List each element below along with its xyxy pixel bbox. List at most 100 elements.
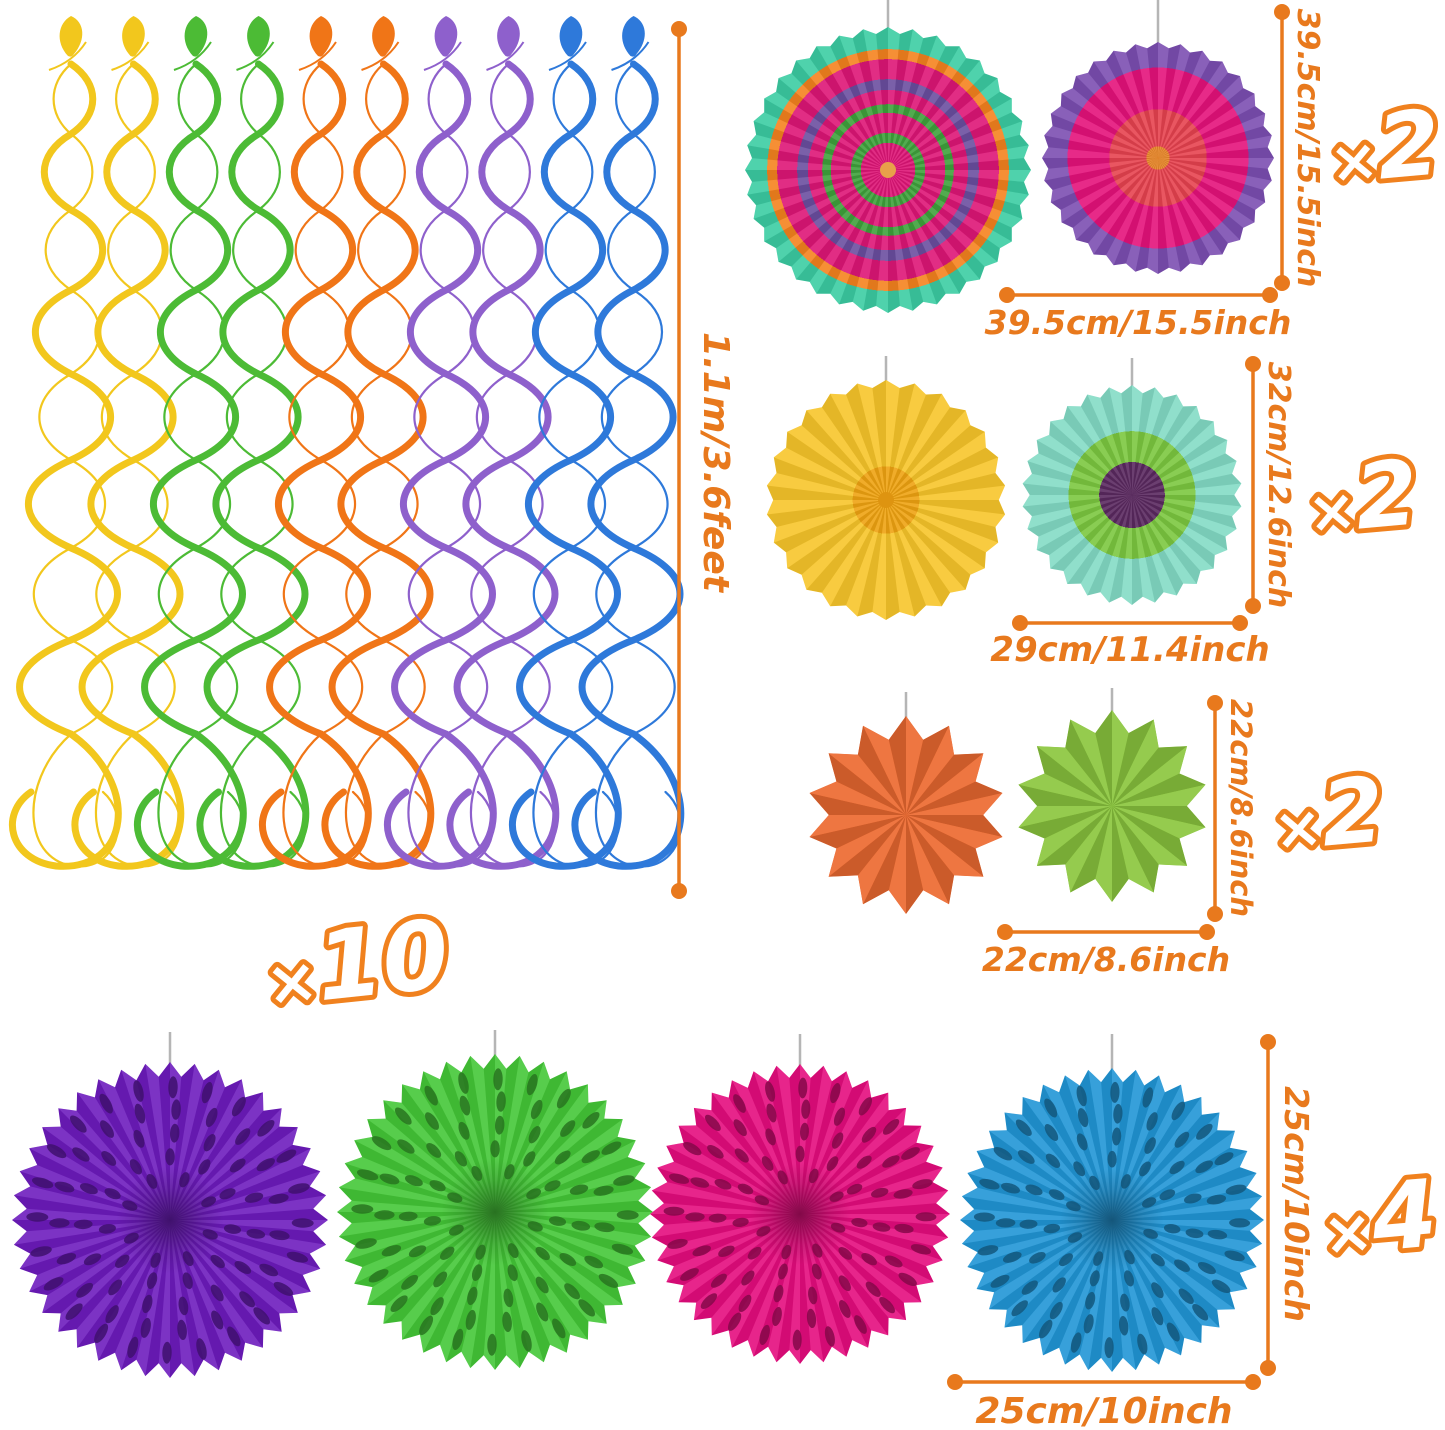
- fan-pleats: [766, 380, 1006, 620]
- row4-height-label: 25cm/10inch: [1277, 1086, 1316, 1322]
- count-number: 2: [1317, 757, 1389, 867]
- dimension-endpoint-dot: [1260, 1360, 1276, 1376]
- honeycomb-fan-magenta: [650, 1034, 950, 1364]
- swirl-ribbon-back: [594, 62, 682, 868]
- fan-pleats: [960, 1068, 1264, 1372]
- fan-pleats: [809, 716, 1003, 914]
- dimension-endpoint-dot: [1245, 598, 1261, 614]
- swirl-length-label: 1.1m/3.6feet: [695, 332, 736, 594]
- dimension-endpoint-dot: [1245, 356, 1261, 372]
- fan-center-hub: [878, 492, 894, 508]
- dim-row2-vertical: 32cm/12.6inch: [1245, 356, 1296, 614]
- swirl-top-leaf: [309, 16, 333, 57]
- swirl-top-leaf: [622, 16, 645, 57]
- count-number: 10: [311, 900, 454, 1023]
- swirl-top-leaf: [59, 16, 83, 57]
- row2-width-label: 29cm/11.4inch: [990, 630, 1269, 670]
- swirl-ribbon-front: [321, 60, 435, 870]
- times-sign: ×: [1305, 475, 1359, 547]
- row3-height-label: 22cm/8.6inch: [1224, 699, 1258, 917]
- dim-row1-horizontal: 39.5cm/15.5inch: [985, 287, 1292, 342]
- hanging-swirl-7: [384, 16, 497, 870]
- swirl-ribbon-front: [196, 60, 310, 870]
- swirl-ribbon-front: [71, 60, 185, 870]
- times-sign: ×: [1327, 125, 1381, 197]
- swirl-ribbon-front: [384, 60, 497, 870]
- fan-pleats: [650, 1064, 950, 1364]
- row3-count-badge: ×2: [1268, 757, 1388, 871]
- count-labels: ×10 ×2 ×2 ×2 ×4: [257, 85, 1445, 1277]
- dim-row3-vertical: 22cm/8.6inch: [1207, 695, 1258, 922]
- hanging-swirl-4: [196, 16, 310, 870]
- dimension-endpoint-dot: [1245, 1374, 1261, 1390]
- row1-count-badge: ×2: [1324, 90, 1444, 204]
- count-number: 2: [1351, 440, 1423, 550]
- row1-height-label: 39.5cm/15.5inch: [1290, 9, 1325, 288]
- fan-pleats: [12, 1062, 328, 1378]
- swirl-ribbon-front: [446, 60, 560, 870]
- hanging-swirl-1: [9, 16, 122, 870]
- fan-disc: [1022, 385, 1242, 605]
- dim-row4-vertical: 25cm/10inch: [1260, 1034, 1316, 1376]
- swirl-hook-line: [48, 41, 87, 71]
- swirl-top-leaf: [434, 16, 458, 57]
- paper-fans-group: [12, 0, 1274, 1378]
- swirl-top-leaf: [247, 16, 270, 57]
- fiesta-fan-multicolor: [745, 0, 1031, 313]
- swirl-ribbon-front: [9, 60, 122, 870]
- dimension-endpoint-dot: [999, 287, 1015, 303]
- hanging-swirl-2: [71, 16, 185, 870]
- count-number: 2: [1373, 90, 1445, 200]
- dimension-endpoint-dot: [1207, 906, 1223, 922]
- swirl-top-leaf: [372, 16, 395, 57]
- hanging-swirl-9: [509, 16, 622, 870]
- swirl-top-leaf: [497, 16, 520, 57]
- dimension-annotations: 1.1m/3.6feet 39.5cm/15.5inch 39.5cm/15.5…: [671, 4, 1325, 1430]
- swirl-hook-line: [173, 41, 212, 71]
- dimension-endpoint-dot: [1274, 275, 1290, 291]
- dim-row2-horizontal: 29cm/11.4inch: [990, 615, 1270, 670]
- honeycomb-fan-green: [337, 1030, 653, 1370]
- hanging-swirl-3: [134, 16, 247, 870]
- dimension-endpoint-dot: [1199, 924, 1215, 940]
- fan-pleats: [745, 27, 1031, 313]
- swirl-hook-line: [236, 41, 275, 71]
- swirl-hook-line: [423, 41, 462, 71]
- dim-row1-vertical: 39.5cm/15.5inch: [1274, 4, 1325, 291]
- swirl-ribbon-front: [134, 60, 247, 870]
- paper-fan-orange: [809, 692, 1003, 914]
- fan-pleats: [1022, 385, 1242, 605]
- times-sign: ×: [262, 943, 321, 1021]
- swirl-hook-line: [361, 41, 400, 71]
- dim-row4-horizontal: 25cm/10inch: [947, 1374, 1261, 1430]
- swirl-ribbon-front: [509, 60, 622, 870]
- dim-swirl-length: 1.1m/3.6feet: [671, 21, 736, 899]
- swirl-ribbon-front: [259, 60, 372, 870]
- dimension-endpoint-dot: [1232, 615, 1248, 631]
- dimension-endpoint-dot: [997, 924, 1013, 940]
- swirl-hook-line: [548, 41, 587, 71]
- row1-width-label: 39.5cm/15.5inch: [985, 303, 1292, 342]
- dimension-endpoint-dot: [1262, 287, 1278, 303]
- swirl-top-leaf: [184, 16, 208, 57]
- swirl-count-badge: ×10: [259, 900, 454, 1029]
- swirl-hook-line: [486, 41, 525, 71]
- fiesta-fan-pink-purple: [1042, 0, 1274, 274]
- hanging-swirl-6: [321, 16, 435, 870]
- fan-center-hub: [880, 162, 896, 178]
- hanging-swirl-5: [259, 16, 372, 870]
- honeycomb-fan-blue: [960, 1034, 1264, 1372]
- dimension-endpoint-dot: [671, 883, 687, 899]
- dimension-endpoint-dot: [1207, 695, 1223, 711]
- fan-disc: [1042, 42, 1274, 274]
- row4-count-badge: ×4: [1317, 1159, 1441, 1277]
- times-sign: ×: [1271, 792, 1325, 864]
- row2-count-badge: ×2: [1302, 440, 1422, 554]
- honeycomb-fan-purple: [12, 1032, 328, 1378]
- dimension-endpoint-dot: [1260, 1034, 1276, 1050]
- swirl-hook-line: [111, 41, 150, 71]
- paper-fan-green: [1018, 688, 1206, 902]
- hanging-swirl-8: [446, 16, 560, 870]
